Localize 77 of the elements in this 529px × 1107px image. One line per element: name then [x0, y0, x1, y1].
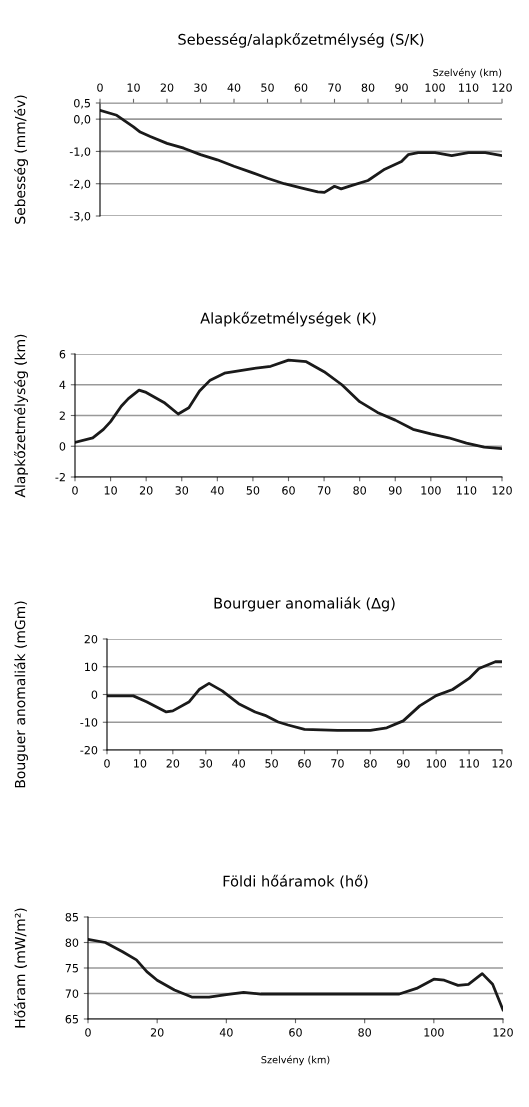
y-tick-label: 10: [85, 662, 98, 672]
y-axis-title: Sebesség (mm/év): [14, 95, 28, 224]
x-tick-label: 120: [492, 83, 512, 92]
line-series: [107, 660, 502, 732]
y-tick-label: -1,0: [69, 147, 91, 157]
y-tick-label: 20: [84, 634, 98, 644]
x-tick-label: 10: [134, 759, 147, 768]
line-series: [88, 938, 503, 1012]
x-tick-label: 40: [232, 759, 245, 768]
y-axis-title: Alapkőzetmélység (km): [14, 334, 28, 498]
y-tick-label: 80: [65, 938, 79, 947]
y-tick-label: 0: [59, 442, 66, 451]
line-series: [75, 358, 502, 450]
y-tick-label: 2: [59, 411, 65, 420]
chart-title: Földi hőáramok (hő): [223, 874, 368, 889]
x-tick-label: 10: [127, 83, 140, 92]
y-tick-label: 85: [65, 912, 78, 922]
x-tick-label: 40: [227, 83, 241, 92]
x-tick-label: 80: [361, 83, 375, 92]
x-tick-label: 0: [104, 759, 110, 768]
x-tick-label: 60: [298, 759, 311, 768]
x-tick-label: 70: [331, 759, 344, 768]
x-tick-label: 30: [194, 83, 207, 92]
y-tick-label: 4: [59, 380, 66, 389]
x-axis-title: Szelvény (km): [433, 68, 502, 79]
x-tick-label: 10: [104, 486, 117, 495]
x-tick-label: 120: [492, 759, 512, 768]
y-tick-label: 0,5: [74, 98, 90, 109]
x-tick-label: 20: [160, 83, 174, 92]
x-tick-label: 90: [395, 83, 408, 92]
x-tick-label: 110: [459, 83, 479, 92]
x-tick-label: 30: [175, 486, 189, 495]
y-tick-label: -2,0: [69, 179, 91, 190]
x-tick-label: 110: [457, 486, 477, 495]
y-tick-label: -20: [80, 745, 98, 755]
x-axis-title: Szelvény (km): [261, 1055, 330, 1066]
y-axis-title: Hőáram (mW/m²): [14, 908, 27, 1028]
chart-title: Sebesség/alapkőzetmélység (S/K): [178, 33, 424, 48]
x-tick-label: 60: [294, 83, 308, 92]
y-tick-label: 6: [59, 349, 66, 359]
y-axis-title: Bouguer anomaliák (mGm): [14, 601, 28, 788]
x-tick-label: 110: [459, 759, 479, 768]
x-tick-label: 20: [139, 486, 153, 495]
y-tick-label: 65: [65, 1014, 78, 1024]
y-tick-label: -10: [80, 718, 98, 727]
x-tick-label: 50: [265, 759, 278, 768]
x-tick-label: 50: [246, 486, 260, 495]
y-tick-label: 0: [91, 690, 98, 699]
x-tick-label: 90: [388, 486, 402, 495]
x-tick-label: 70: [317, 486, 331, 495]
y-tick-label: -3,0: [69, 211, 91, 222]
x-tick-label: 20: [166, 759, 180, 768]
x-tick-label: 100: [424, 1028, 444, 1037]
chart-title: Bourguer anomaliák (∆g): [214, 596, 395, 612]
y-tick-label: -2: [55, 472, 65, 482]
x-tick-label: 80: [364, 759, 377, 768]
x-tick-label: 60: [289, 1028, 302, 1037]
y-tick-label: 70: [65, 989, 79, 998]
x-tick-label: 20: [150, 1028, 164, 1037]
x-tick-label: 80: [358, 1028, 371, 1037]
x-tick-label: 30: [199, 759, 213, 768]
x-tick-label: 50: [261, 83, 274, 92]
y-tick-label: 75: [65, 964, 78, 973]
x-tick-label: 100: [425, 83, 445, 92]
chart-title: Alapkőzetmélységek (K): [200, 311, 376, 327]
x-tick-label: 100: [426, 759, 447, 768]
x-tick-label: 40: [219, 1028, 233, 1037]
x-tick-label: 40: [210, 486, 224, 495]
x-tick-label: 90: [396, 759, 410, 768]
line-series: [100, 109, 502, 194]
x-tick-label: 70: [328, 83, 341, 92]
x-tick-label: 120: [493, 1028, 513, 1037]
x-tick-label: 60: [282, 486, 295, 495]
y-tick-label: 0,0: [74, 115, 91, 125]
x-tick-label: 100: [421, 486, 441, 495]
x-tick-label: 80: [353, 486, 366, 495]
x-tick-label: 120: [492, 486, 512, 495]
